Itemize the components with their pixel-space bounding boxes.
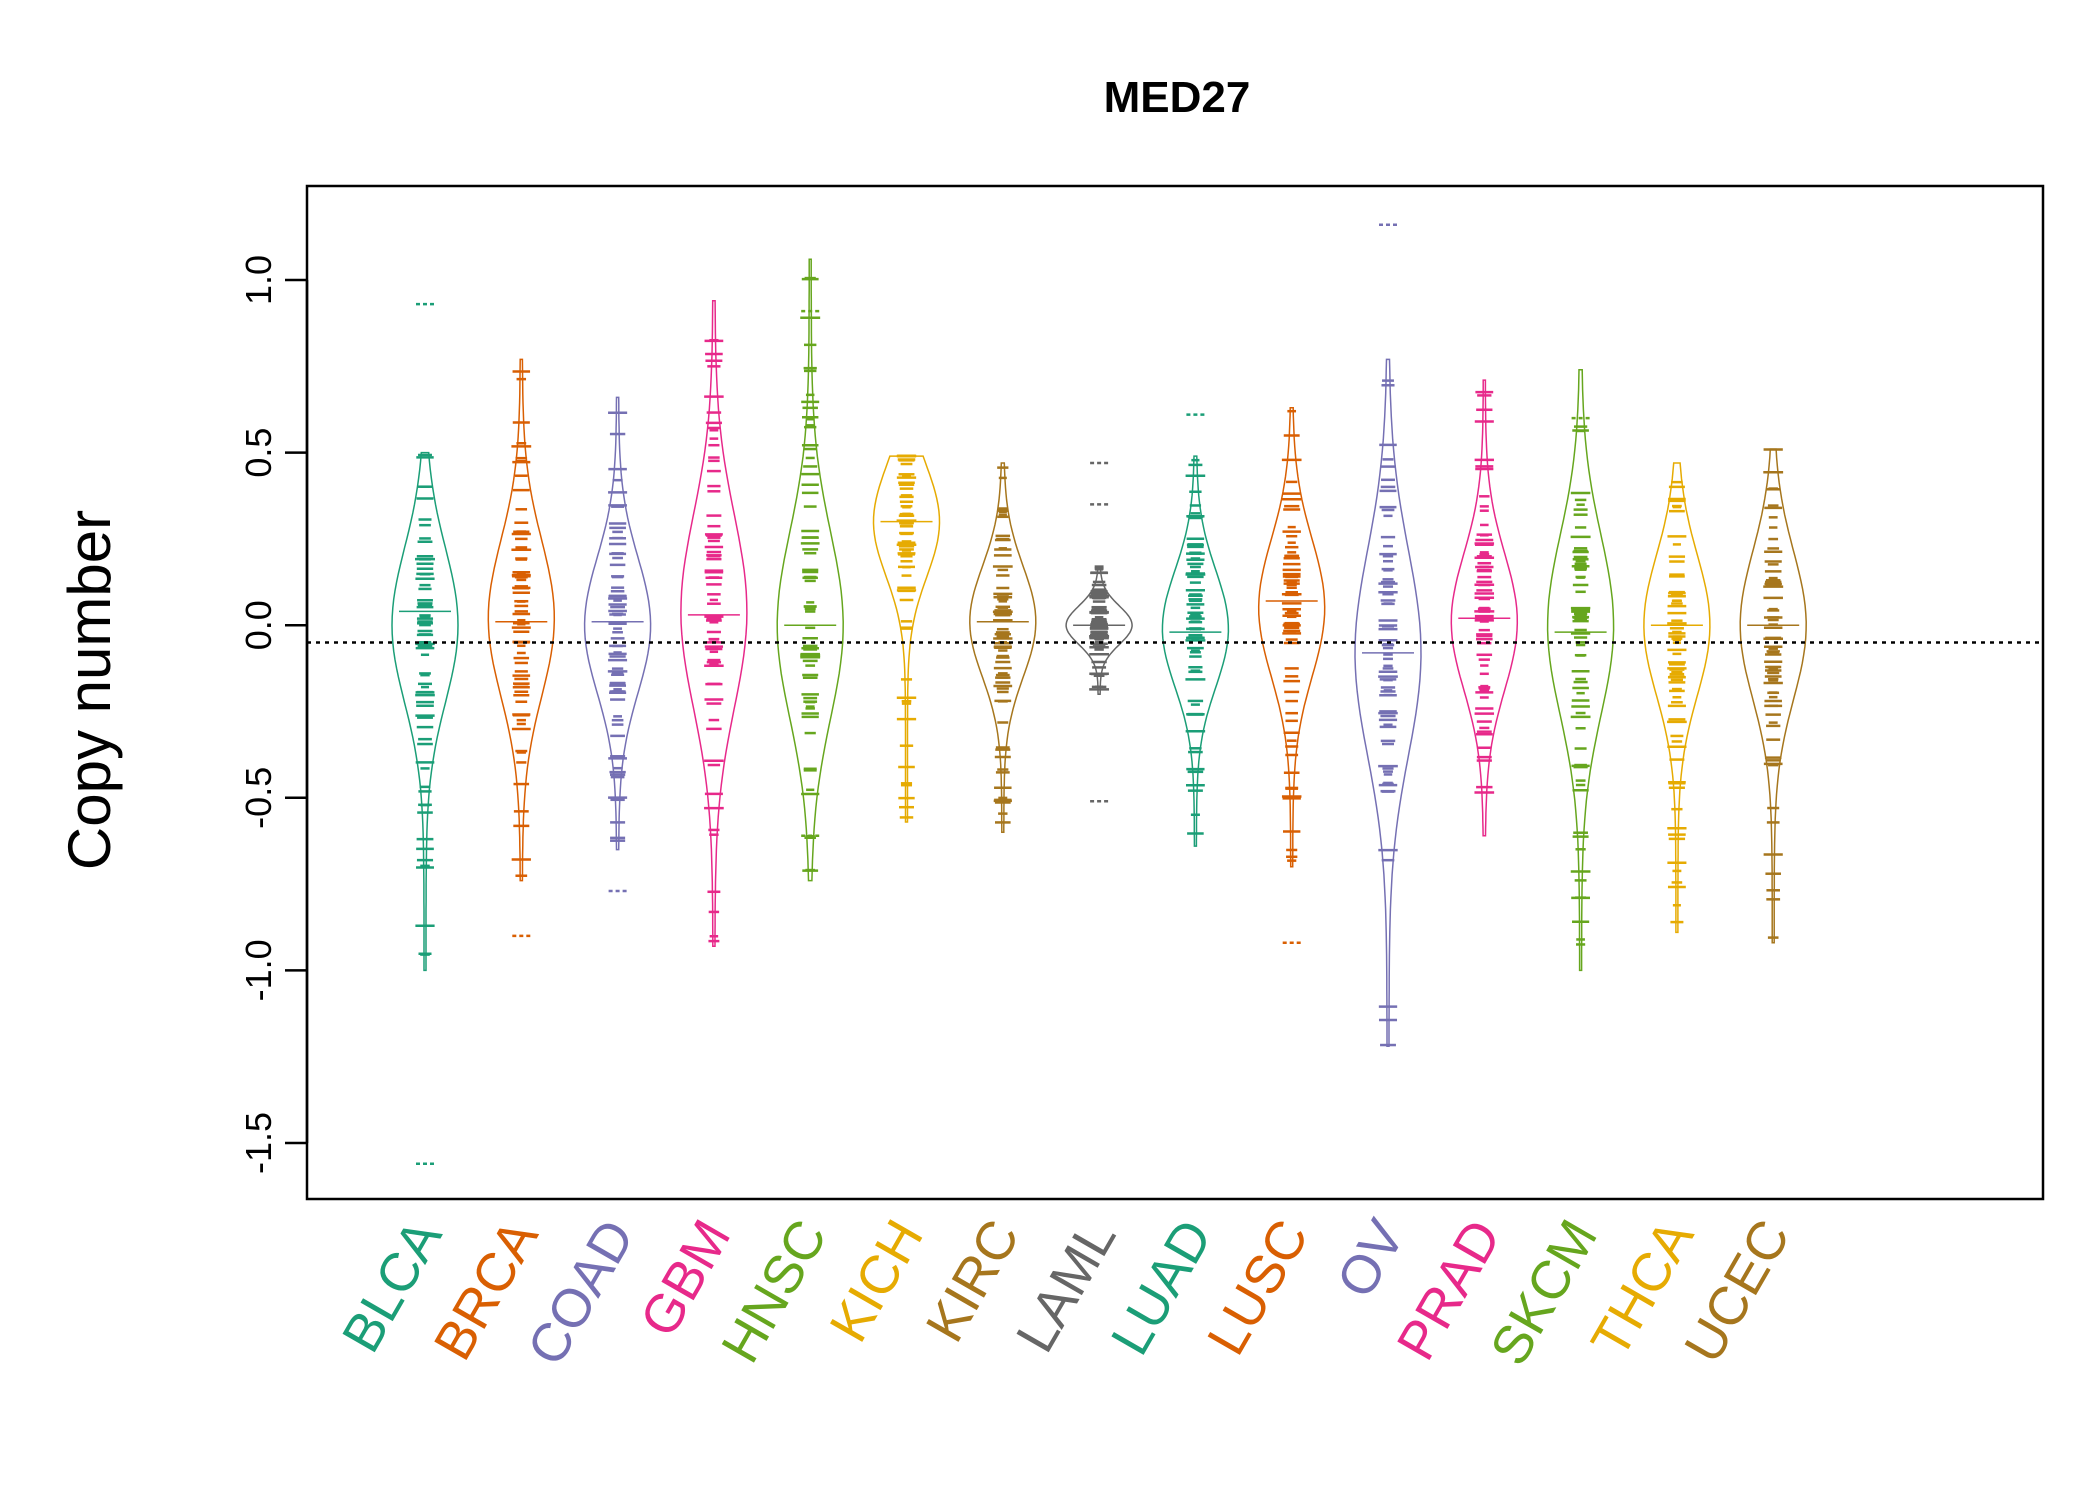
bean-luad [1161,413,1230,847]
x-category-label: OV [1325,1210,1416,1308]
y-tick-label: -1.0 [238,939,279,1001]
bean-blca [391,302,459,1165]
y-tick-label: 0.5 [238,428,279,478]
bean-lusc [1257,406,1326,945]
y-tick-label: -0.5 [238,767,279,829]
bean-hnsc [776,258,844,882]
bean-density [1065,565,1133,695]
y-axis: -1.5 -1.0 -0.5 0.0 0.5 1.0 [238,255,309,1174]
chart-title: MED27 [1104,73,1251,122]
bean-brca [487,358,556,938]
bean-thca [1643,462,1711,934]
bean-density [872,455,941,823]
bean-laml [1065,461,1133,803]
x-category-label: LUAD [1100,1210,1224,1365]
y-tick-label: 0.0 [238,600,279,650]
bean-ov [1354,223,1422,1048]
y-tick-label: 1.0 [238,255,279,305]
bean-skcm [1546,369,1615,972]
x-category-label: LUSC [1196,1210,1320,1365]
y-tick-label: -1.5 [238,1112,279,1174]
bean-density [1257,406,1326,868]
beans-group [391,223,1807,1165]
bean-density [1354,358,1422,1048]
bean-kirc [969,462,1037,834]
bean-density [391,451,459,972]
bean-kich [872,454,941,823]
bean-gbm [680,299,748,947]
x-category-label: KICH [818,1210,934,1352]
bean-prad [1450,379,1519,837]
bean-ucec [1739,448,1807,944]
y-axis-label: Copy number [56,510,123,870]
bean-coad [583,396,652,893]
